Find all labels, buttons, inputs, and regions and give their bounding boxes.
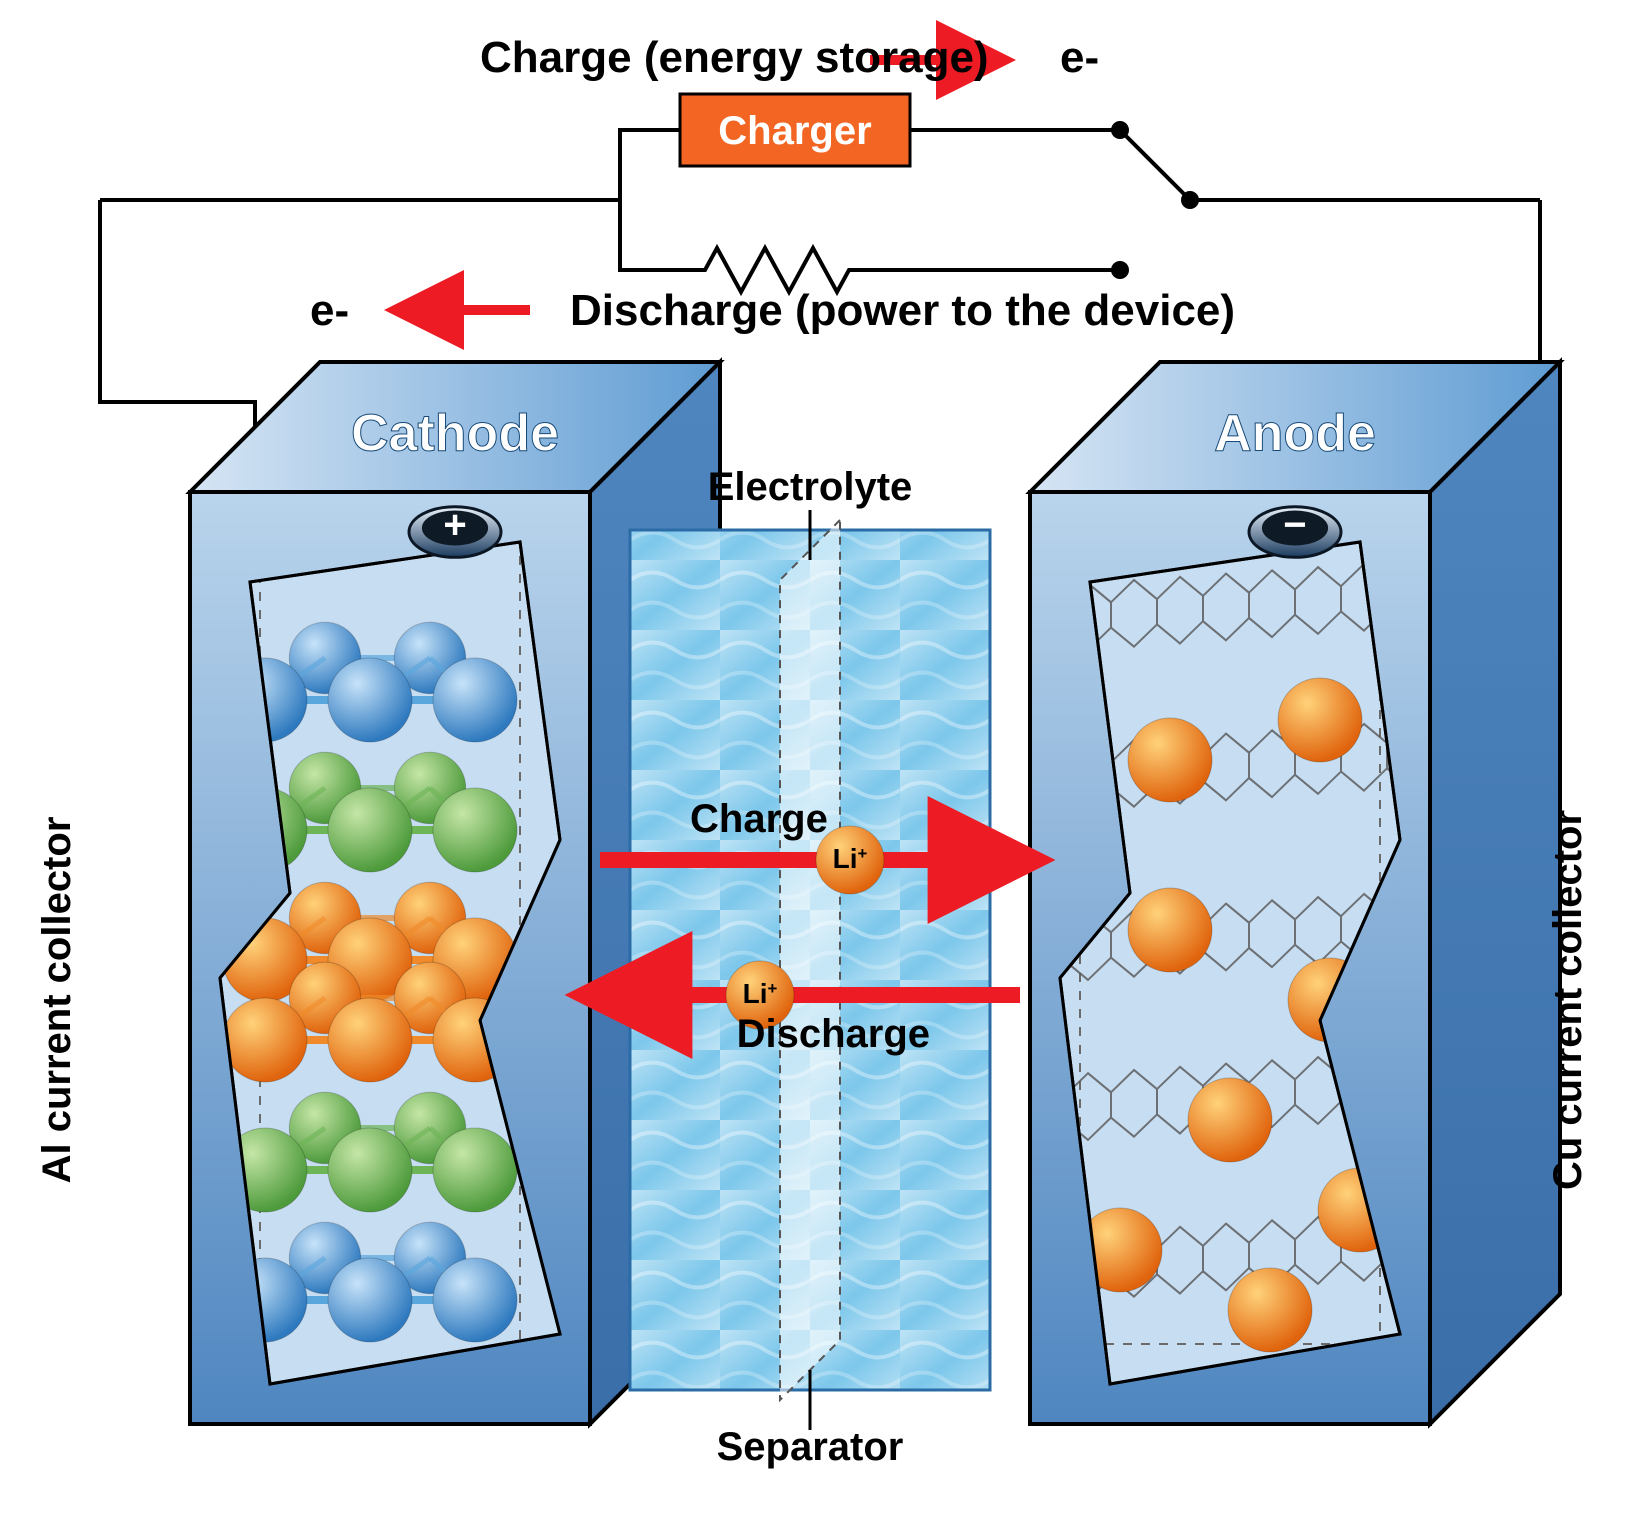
charger-label: Charger — [718, 109, 871, 153]
charge-top-label: Charge (energy storage) — [480, 33, 989, 82]
li-arrow-label: Discharge — [737, 1012, 930, 1056]
charger-box: Charger — [680, 94, 910, 166]
li-arrow-label: Charge — [690, 797, 828, 841]
e-left: e- — [310, 286, 349, 335]
separator — [780, 520, 840, 1400]
cathode-block-title: Cathode — [351, 404, 559, 462]
cu-collector-label: Cu current collector — [1546, 810, 1590, 1190]
battery-diagram: Charger Charge (energy storage) e- Discharg… — [0, 0, 1631, 1532]
anode-block-terminal-symbol: − — [1283, 503, 1306, 547]
al-collector-label: Al current collector — [35, 817, 79, 1184]
anode-block: Anode − — [1030, 362, 1560, 1424]
discharge-top-label: Discharge (power to the device) — [570, 286, 1235, 335]
cathode-block-terminal-symbol: + — [443, 503, 466, 547]
e-top: e- — [1060, 33, 1099, 82]
electrolyte — [630, 520, 990, 1400]
separator-label: Separator — [717, 1425, 904, 1469]
electrolyte-label: Electrolyte — [708, 465, 913, 509]
anode-block-title: Anode — [1214, 404, 1376, 462]
